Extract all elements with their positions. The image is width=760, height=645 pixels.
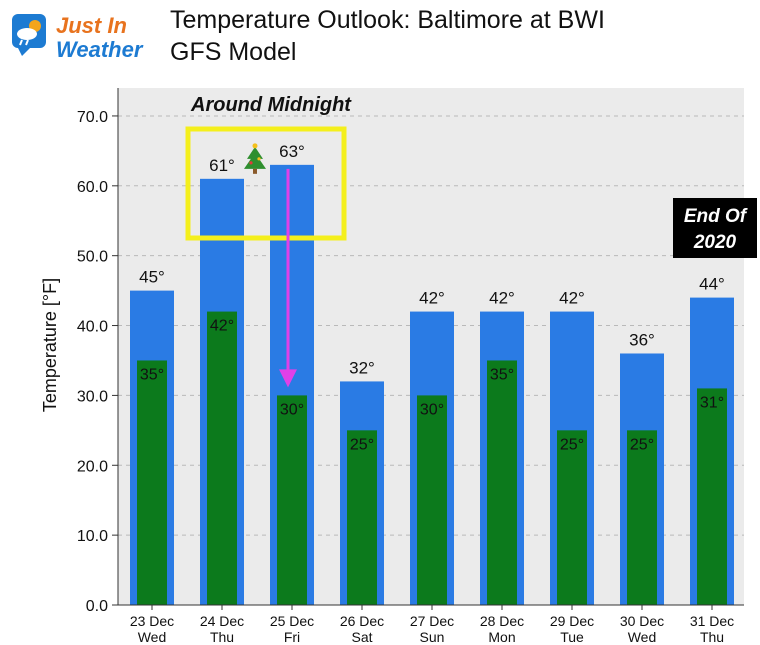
low-bar [137,360,167,605]
low-bar [277,395,307,605]
end-label-2: 2020 [693,232,737,253]
x-tick-day: Wed [138,629,167,645]
high-value-label: 42° [559,289,585,308]
logo: Just In Weather [6,6,166,66]
x-tick-day: Fri [284,629,300,645]
trend-arrow-head [279,369,297,388]
highlight-label: Around Midnight [190,94,352,116]
low-value-label: 31° [700,394,724,411]
low-bar [207,311,237,605]
y-tick-label: 70.0 [77,109,108,126]
low-bar [347,430,377,605]
x-tick-date: 29 Dec [550,613,594,629]
x-tick-day: Sat [351,629,372,645]
data-labels: 45° 35° 61° 42° 63° 30° 32° 25° 42° 30° 42° 35° 42° 2… [139,142,725,453]
high-value-label: 42° [419,289,445,308]
page-title: Temperature Outlook: Baltimore at BWI [170,6,605,34]
x-tick-date: 26 Dec [340,613,384,629]
x-tick-date: 25 Dec [270,613,314,629]
x-tick-date: 28 Dec [480,613,524,629]
x-tick-date: 31 Dec [690,613,734,629]
annotations [185,126,347,388]
x-tick-day: Mon [488,629,515,645]
low-bar [627,430,657,605]
x-tick-day: Wed [628,629,657,645]
page-subtitle: GFS Model [170,38,297,66]
low-value-label: 35° [140,366,164,383]
x-tick-day: Thu [700,629,724,645]
y-tick-label: 10.0 [77,528,108,545]
x-tick-day: Thu [210,629,234,645]
x-tick-date: 27 Dec [410,613,454,629]
high-value-label: 44° [699,275,725,294]
y-tick-label: 40.0 [77,319,108,336]
high-value-label: 32° [349,358,375,377]
weather-cloud-icon [12,14,46,56]
y-axis: 0.0 10.0 20.0 30.0 40.0 50.0 60.0 70.0 [77,88,119,615]
highlight-box [185,126,347,241]
high-value-label: 61° [209,156,235,175]
low-bar [557,430,587,605]
x-tick-date: 30 Dec [620,613,664,629]
y-tick-label: 60.0 [77,179,108,196]
low-value-label: 25° [350,436,374,453]
end-of-year-badge: End Of 2020 [673,198,757,258]
high-value-label: 63° [279,142,305,161]
low-value-label: 30° [420,401,444,418]
end-label-1: End Of [684,206,748,227]
low-bar [697,388,727,605]
low-value-label: 30° [280,401,304,418]
temperature-chart: 45° 35° 61° 42° 63° 30° 32° 25° 42° 30° 42° 35° 42° 2… [40,88,757,645]
y-tick-label: 30.0 [77,388,108,405]
low-value-label: 42° [210,318,234,335]
bars [130,164,734,605]
low-bar [487,360,517,605]
low-bar [417,395,447,605]
christmas-tree-icon [244,143,266,174]
low-value-label: 25° [630,436,654,453]
x-tick-day: Tue [560,629,584,645]
low-value-label: 25° [560,436,584,453]
x-tick-date: 23 Dec [130,613,174,629]
y-tick-label: 0.0 [86,598,108,615]
high-value-label: 36° [629,330,655,349]
logo-line2: Weather [56,37,143,62]
low-value-label: 35° [490,366,514,383]
x-tick-day: Sun [420,629,445,645]
high-value-label: 42° [489,289,515,308]
logo-line1: Just In [56,13,127,38]
x-tick-date: 24 Dec [200,613,244,629]
y-axis-label: Temperature [°F] [40,278,60,412]
y-tick-label: 20.0 [77,458,108,475]
high-value-label: 45° [139,268,165,287]
y-tick-label: 50.0 [77,249,108,266]
